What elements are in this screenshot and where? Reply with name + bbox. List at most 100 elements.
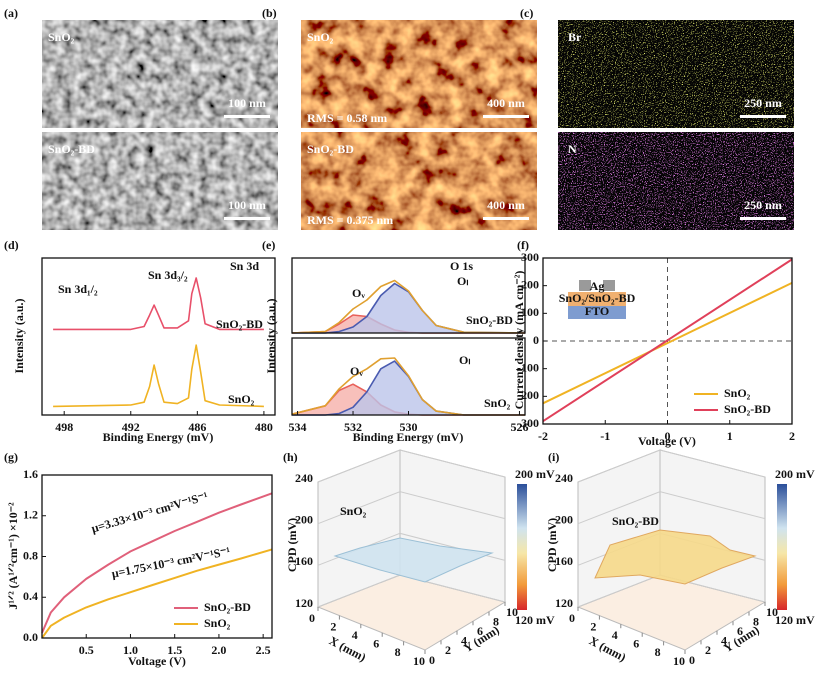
series-line (41, 492, 273, 634)
x-tick-label: 486 (188, 420, 206, 434)
grid-line (317, 449, 506, 483)
annotation: Oₗ (459, 353, 470, 367)
legend-label: SnO₂ (204, 616, 231, 630)
panel-label: (i) (548, 450, 559, 464)
x-tick-label: 10 (673, 654, 685, 668)
y-tick-label: 0 (429, 653, 435, 667)
scale-bar (740, 115, 786, 118)
scale-text: 250 nm (744, 198, 782, 212)
x-tick-label: 2.0 (211, 643, 226, 657)
x-axis-label: Voltage (V) (638, 434, 696, 448)
y-tick-label: 300 (521, 250, 539, 264)
image-label: N (568, 142, 577, 156)
scale-text: 100 nm (228, 198, 266, 212)
legend-label: SnO₂-BD (724, 402, 771, 416)
y-tick-label: -200 (517, 388, 539, 402)
x-tick-label: 2 (789, 429, 795, 443)
x-tick-label: 532 (344, 420, 362, 434)
y-tick-label: 8 (493, 614, 499, 628)
panel-label: (b) (262, 6, 277, 20)
x-axis-label: X (mm) (327, 633, 369, 664)
y-axis-label: Current density (mA cm⁻²) (512, 271, 526, 410)
y-tick-label: 0 (689, 653, 695, 667)
y-tick-label: -300 (517, 416, 539, 430)
legend-label: SnO₂-BD (204, 600, 251, 614)
surface (333, 537, 494, 583)
scale-text: 400 nm (487, 198, 525, 212)
y-tick-label: 8 (753, 614, 759, 628)
sample-label: SnO₂-BD (612, 514, 659, 528)
colorbar-label: 200 mV (775, 467, 815, 481)
inset-ag (579, 280, 591, 291)
annotation: SnO₂ (228, 392, 255, 406)
y-tick-label: 6 (737, 624, 743, 638)
annotation: Ag (590, 279, 605, 293)
scale-bar (740, 217, 786, 220)
legend-label: SnO₂ (724, 386, 751, 400)
panel-label: (d) (4, 238, 19, 252)
x-tick-label: 0.5 (79, 643, 94, 657)
sample-label: SnO₂ (340, 504, 367, 518)
inset-ag (603, 280, 615, 291)
eds-map (558, 132, 794, 230)
inset-layer (568, 292, 626, 306)
y-tick-label: 6 (477, 624, 483, 638)
panel-label: (h) (283, 450, 298, 464)
x-tick-label: 1.5 (167, 643, 182, 657)
y-tick-label: 0.8 (23, 548, 38, 562)
scale-bar (224, 115, 270, 118)
annotation: O 1s (450, 259, 473, 273)
z-tick-label: 240 (555, 471, 573, 485)
image-label: SnO₂ (48, 30, 75, 44)
grid-line (577, 449, 766, 483)
sem-image (42, 20, 278, 128)
annotation: Oₗ (457, 274, 468, 288)
colorbar (517, 484, 527, 610)
y-tick-label: 10 (766, 605, 778, 619)
annotation: Sn 3d₁/₂ (58, 282, 98, 296)
x-tick-label: 534 (289, 420, 307, 434)
panel-label: (f) (517, 238, 529, 252)
series-line (53, 277, 264, 331)
area (292, 384, 525, 415)
colorbar-label: 120 mV (515, 613, 555, 627)
x-tick-label: 2 (590, 619, 596, 633)
z-tick-label: 120 (555, 596, 573, 610)
x-tick-label: 0 (569, 611, 575, 625)
x-tick-label: 4 (612, 628, 618, 642)
x-tick-label: 4 (352, 628, 358, 642)
annotation: μ=1.75×10⁻³ cm²V⁻¹S⁻¹ (110, 544, 231, 581)
y-tick-label: -100 (517, 360, 539, 374)
colorbar (777, 484, 787, 610)
scale-text: 250 nm (744, 96, 782, 110)
rms-text: RMS = 0.58 nm (307, 111, 387, 125)
plot-frame (41, 257, 276, 416)
z-axis-label: CPD (mV) (545, 518, 559, 572)
plot-frame (291, 257, 526, 334)
y-axis-label: J¹ᐟ² (A¹ᐟ²cm⁻¹) ×10⁻² (6, 502, 20, 610)
annotation: SnO₂-BD (466, 313, 513, 327)
x-tick-label: 10 (413, 654, 425, 668)
x-axis-label: Binding Energy (mV) (103, 430, 214, 444)
y-axis-label: Intensity (a.u.) (12, 298, 26, 373)
x-tick-label: 530 (400, 420, 418, 434)
afm-image (301, 20, 537, 128)
panel-label: (a) (4, 6, 18, 20)
series-line (542, 258, 793, 423)
annotation: Sn 3d₃/₂ (148, 268, 188, 282)
panel-label: (g) (4, 450, 18, 464)
x-tick-label: 2.5 (256, 643, 271, 657)
z-tick-label: 200 (295, 512, 313, 526)
annotation: Oᵥ (350, 364, 363, 378)
annotation: SnO₂ (484, 396, 511, 410)
image-label: Br (568, 30, 582, 44)
scale-bar (483, 115, 529, 118)
area (292, 361, 525, 415)
z-tick-label: 160 (295, 554, 313, 568)
y-tick-label: 1.2 (23, 508, 38, 522)
y-tick-label: 1.6 (23, 467, 38, 481)
series-line (53, 344, 264, 408)
x-axis-label: Binding Energy (mV) (353, 430, 464, 444)
scale-bar (224, 217, 270, 220)
